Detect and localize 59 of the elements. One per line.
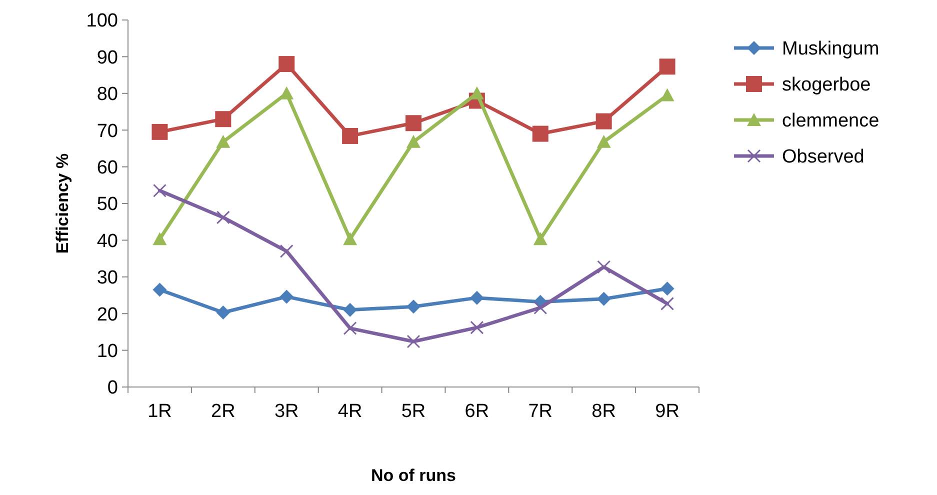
point — [470, 320, 484, 334]
y-tick-label: 90 — [96, 47, 118, 68]
legend-label: Muskingum — [782, 38, 880, 60]
point — [406, 300, 420, 314]
x-axis-title: No of runs — [371, 466, 456, 485]
point — [406, 134, 420, 148]
point — [278, 56, 295, 72]
point — [343, 322, 357, 336]
y-tick-label: 60 — [96, 157, 118, 178]
point — [343, 232, 358, 246]
point — [660, 282, 674, 296]
y-tick-label: 70 — [96, 120, 118, 142]
point — [596, 134, 611, 148]
point — [152, 282, 167, 297]
point — [215, 111, 232, 128]
point — [470, 290, 484, 305]
point — [659, 58, 676, 75]
point — [280, 86, 294, 100]
point — [280, 290, 294, 304]
point — [406, 115, 422, 132]
x-tick-label: 5R — [401, 401, 426, 422]
point — [532, 126, 548, 142]
point — [406, 334, 420, 348]
point — [342, 128, 358, 144]
x-tick-label: 6R — [464, 401, 490, 422]
point — [596, 113, 612, 130]
y-tick-label: 80 — [96, 84, 118, 106]
point — [152, 124, 168, 140]
point — [596, 292, 611, 306]
x-tick-label: 4R — [338, 401, 362, 422]
point — [152, 232, 167, 246]
y-tick-label: 50 — [96, 194, 118, 216]
point — [216, 210, 230, 224]
y-tick-label: 10 — [96, 340, 118, 362]
x-tick-label: 9R — [655, 401, 680, 422]
point — [216, 134, 230, 148]
point — [343, 302, 358, 317]
x-tick-label: 3R — [274, 401, 299, 422]
y-tick-label: 40 — [96, 230, 118, 252]
y-tick-label: 30 — [96, 268, 118, 289]
x-tick-label: 8R — [592, 401, 616, 422]
point — [216, 306, 230, 320]
point — [660, 296, 674, 310]
point — [533, 232, 548, 246]
y-tick-label: 0 — [107, 378, 118, 399]
x-tick-label: 2R — [211, 401, 236, 422]
point — [597, 260, 611, 274]
y-tick-label: 100 — [86, 10, 118, 32]
x-tick-label: 1R — [148, 401, 172, 422]
legend-label: skogerboe — [782, 74, 871, 96]
point — [660, 88, 674, 102]
legend-label: Observed — [782, 146, 864, 168]
point — [280, 244, 294, 258]
point — [152, 184, 166, 198]
y-axis-title: Efficiency % — [53, 153, 72, 254]
x-tick-label: 7R — [528, 401, 553, 422]
legend-label: clemmence — [782, 110, 880, 132]
point — [534, 300, 548, 314]
y-tick-label: 20 — [96, 304, 118, 326]
